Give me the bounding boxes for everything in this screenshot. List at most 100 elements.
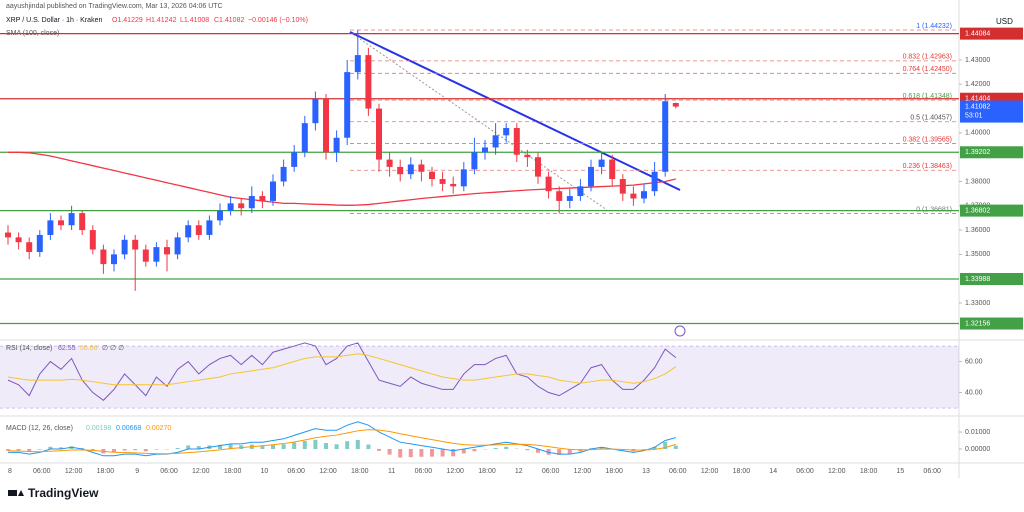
indicator-value: 62.55 [58, 345, 76, 352]
level-tag-label: 1.39202 [965, 149, 990, 156]
candle-body [270, 181, 276, 201]
fib-label: 0.5 (1.40457) [910, 115, 952, 122]
histogram-bar [366, 444, 371, 449]
y-tick-label: 0.00000 [965, 446, 990, 453]
histogram-bar [281, 444, 286, 449]
indicator-title: MACD (12, 26, close) [6, 425, 73, 432]
candle-body [365, 55, 372, 109]
x-tick-label: 12:00 [319, 468, 337, 475]
candle-body [450, 183, 457, 187]
histogram-bar [557, 448, 562, 455]
histogram-bar [419, 448, 424, 457]
x-tick-label: 12:00 [65, 468, 83, 475]
histogram-bar [387, 448, 392, 455]
indicator-line [7, 342, 677, 401]
candle-body [217, 210, 223, 221]
level-tag-label: 1.32156 [965, 320, 990, 327]
x-tick-label: 18:00 [351, 468, 369, 475]
histogram-bar [186, 445, 191, 449]
candle-body [524, 154, 531, 158]
x-tick-label: 18:00 [97, 468, 115, 475]
candle-body [588, 166, 594, 187]
level-tag [960, 272, 1023, 285]
level-tag [960, 317, 1023, 330]
fib-label: 0.236 (1.38463) [903, 163, 952, 170]
candle-body [482, 147, 488, 153]
currency: USD [996, 17, 1013, 26]
fib-label: 0 (1.36681) [916, 206, 952, 213]
ohlc-value: H1.41242 [146, 17, 176, 24]
histogram-bar [345, 441, 350, 449]
candle-body [418, 164, 425, 172]
candle-body [609, 159, 616, 180]
histogram-bar [408, 448, 413, 458]
candle-body [26, 242, 33, 252]
candle-body [132, 239, 139, 250]
last-price-tag [960, 100, 1023, 123]
histogram-bar [525, 448, 530, 451]
x-tick-label: 12:00 [701, 468, 719, 475]
candle-body [291, 152, 298, 167]
candle-body [280, 166, 287, 182]
y-tick-label: 40.00 [965, 389, 983, 396]
x-tick-label: 06:00 [160, 468, 178, 475]
histogram-bar [673, 445, 678, 449]
indicator-line [7, 429, 676, 455]
logo-text: TradingView [28, 486, 99, 500]
y-tick-label: 1.35000 [965, 251, 990, 258]
ohlc-value: O1.41229 [112, 17, 143, 24]
candle-body [386, 159, 393, 167]
ohlc-value: L1.41008 [180, 17, 209, 24]
candle-body [68, 213, 75, 226]
candle-body [121, 239, 128, 255]
histogram-bar [313, 439, 318, 449]
candle-body [333, 137, 340, 153]
histogram-bar [567, 448, 572, 454]
x-tick-label: 06:00 [287, 468, 305, 475]
fib-label: 0.764 (1.42450) [903, 66, 952, 73]
indicator-line [7, 353, 677, 386]
last-price-label: 1.41082 [965, 103, 990, 110]
candle-body [248, 196, 255, 209]
level-tag [960, 27, 1023, 40]
histogram-bar [260, 445, 265, 449]
candle-body [206, 220, 213, 235]
histogram-bar [48, 446, 53, 449]
histogram-bar [302, 441, 307, 449]
countdown: 53:01 [965, 112, 983, 119]
x-tick-label: 14 [769, 468, 777, 475]
indicator-value: 0.00668 [116, 425, 141, 432]
histogram-bar [175, 447, 180, 449]
x-tick-label: 06:00 [415, 468, 433, 475]
fib-label: 0.618 (1.41348) [903, 93, 952, 100]
histogram-bar [143, 448, 148, 452]
candle-body [36, 234, 43, 252]
candle-body [619, 179, 626, 194]
histogram-bar [27, 448, 32, 452]
candle-body [100, 249, 107, 265]
candle-body [89, 230, 96, 250]
histogram-bar [493, 447, 498, 449]
indicator-title: RSI (14, close) [6, 345, 52, 352]
level-tag-label: 1.36802 [965, 207, 990, 214]
candle-body [641, 191, 647, 199]
candle-body [662, 101, 669, 172]
candle-body [259, 196, 266, 201]
candle-body [439, 179, 446, 184]
x-tick-label: 18:00 [224, 468, 242, 475]
candle-body [513, 128, 520, 155]
logo-mark [8, 490, 17, 496]
histogram-bar [122, 448, 127, 451]
indicator-value: 0.00270 [146, 425, 171, 432]
histogram-bar [430, 448, 434, 457]
level-tag-label: 1.33988 [965, 276, 990, 283]
logo-mark [18, 490, 24, 496]
histogram-bar [663, 441, 668, 449]
candle-body [238, 203, 245, 209]
y-tick-label: 1.43000 [965, 57, 990, 64]
y-tick-label: 1.40000 [965, 130, 990, 137]
x-tick-label: 12:00 [446, 468, 464, 475]
candle-body [397, 166, 404, 175]
